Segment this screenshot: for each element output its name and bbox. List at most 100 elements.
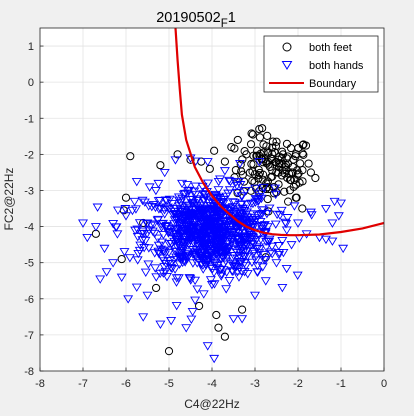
point-both-hands: [177, 194, 188, 204]
point-both-hands: [198, 238, 209, 247]
point-both-hands: [254, 193, 265, 202]
y-tick-label: -5: [24, 258, 34, 270]
point-both-hands: [338, 244, 349, 254]
point-both-hands: [218, 246, 229, 255]
point-both-hands: [181, 324, 192, 333]
point-both-hands: [246, 258, 257, 268]
point-both-feet: [152, 283, 161, 293]
point-both-hands: [178, 211, 189, 221]
point-both-feet: [268, 143, 277, 152]
point-both-hands: [202, 342, 213, 351]
point-both-hands: [163, 229, 174, 238]
x-tick-label: -6: [121, 378, 131, 390]
point-both-hands: [101, 268, 112, 277]
point-both-hands: [170, 265, 181, 274]
point-both-hands: [289, 202, 300, 211]
point-both-hands: [227, 198, 238, 207]
point-both-hands: [215, 175, 226, 184]
point-both-hands: [142, 219, 153, 228]
point-both-hands: [153, 197, 164, 206]
point-both-hands: [198, 290, 209, 299]
point-both-hands: [143, 202, 154, 211]
point-both-hands: [251, 222, 262, 232]
point-both-hands: [201, 256, 212, 265]
point-both-hands: [249, 214, 260, 223]
point-both-hands: [197, 261, 208, 270]
point-both-hands: [254, 158, 265, 167]
point-both-hands: [159, 168, 170, 178]
point-both-hands: [234, 209, 245, 218]
point-both-hands: [264, 238, 275, 247]
boundary-line-layer: [174, 27, 385, 237]
point-both-hands: [182, 238, 193, 247]
point-both-hands: [252, 211, 263, 221]
point-both-feet: [291, 152, 300, 161]
point-both-hands: [259, 221, 270, 230]
point-both-hands: [219, 167, 230, 176]
point-both-hands: [224, 277, 235, 286]
point-both-hands: [171, 247, 182, 257]
plot-area: [78, 27, 385, 364]
legend-label-boundary: Boundary: [309, 78, 357, 90]
point-both-feet: [258, 170, 268, 179]
point-both-hands: [197, 245, 208, 254]
point-both-hands: [182, 181, 193, 190]
point-both-hands: [168, 211, 179, 220]
point-both-hands: [92, 203, 103, 212]
point-both-hands: [260, 277, 271, 286]
point-both-hands: [336, 199, 346, 208]
x-tick-label: -2: [293, 378, 303, 390]
point-both-feet: [283, 152, 292, 161]
point-both-hands: [286, 241, 297, 250]
point-both-hands: [187, 259, 198, 268]
y-tick-label: -7: [24, 330, 34, 342]
point-both-feet: [248, 176, 257, 185]
point-both-feet: [263, 183, 272, 192]
point-both-feet: [292, 193, 301, 202]
y-tick-label: -8: [24, 366, 34, 378]
legend: both feet both hands Boundary: [263, 35, 379, 93]
point-both-hands: [178, 225, 189, 234]
point-both-hands: [142, 291, 153, 301]
point-both-feet: [233, 135, 242, 145]
point-both-hands: [245, 199, 256, 209]
point-both-feet: [298, 140, 307, 150]
point-both-feet: [230, 144, 239, 153]
y-tick-label: -6: [24, 294, 34, 306]
point-both-hands: [166, 317, 177, 326]
point-both-hands: [251, 256, 262, 265]
point-both-feet: [173, 150, 182, 159]
point-both-hands: [129, 197, 140, 207]
point-both-feet: [277, 147, 287, 156]
point-both-hands: [169, 220, 180, 229]
point-both-hands: [116, 273, 127, 283]
point-both-hands: [198, 190, 209, 199]
point-both-hands: [327, 237, 338, 246]
scatter-points: [78, 124, 349, 364]
point-both-hands: [131, 177, 142, 187]
point-both-hands: [186, 315, 197, 324]
point-both-hands: [208, 206, 219, 215]
point-both-hands: [150, 264, 161, 273]
point-both-hands: [270, 220, 281, 229]
point-both-hands: [217, 197, 228, 207]
point-both-feet: [240, 147, 249, 156]
point-both-hands: [180, 227, 191, 236]
point-both-hands: [241, 240, 252, 250]
point-both-hands: [210, 219, 220, 228]
point-both-hands: [276, 206, 287, 216]
point-both-hands: [182, 189, 193, 199]
point-both-hands: [211, 245, 222, 255]
point-both-hands: [209, 354, 220, 364]
point-both-feet: [275, 152, 284, 161]
point-both-hands: [153, 241, 164, 251]
point-both-hands: [236, 241, 247, 250]
point-both-hands: [150, 203, 161, 213]
point-both-hands: [272, 210, 283, 220]
point-both-hands: [212, 211, 223, 221]
point-both-hands: [133, 249, 144, 259]
point-both-hands: [184, 205, 195, 214]
point-both-hands: [221, 285, 232, 294]
point-both-hands: [95, 275, 106, 284]
point-both-hands: [239, 207, 250, 216]
